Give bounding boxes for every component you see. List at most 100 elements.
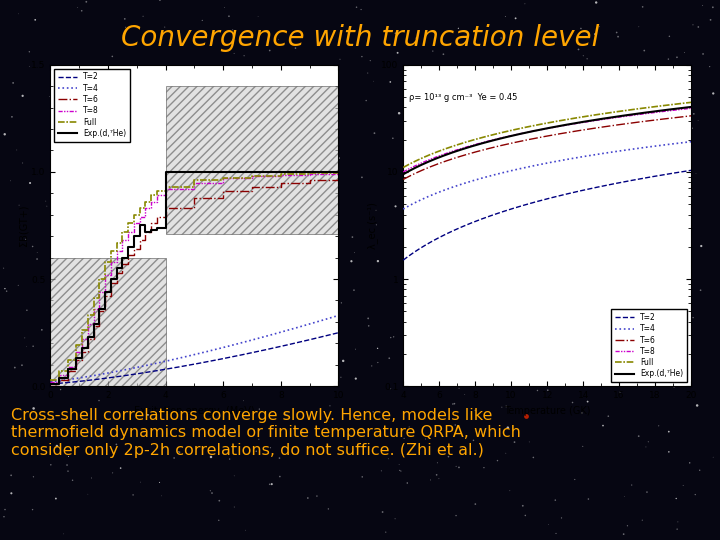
Point [32, 248, 43, 256]
Point [693, 23, 704, 31]
Point [559, 239, 571, 247]
Point [50, 144, 61, 152]
Point [279, 410, 290, 418]
Point [660, 269, 672, 278]
Point [12, 405, 23, 414]
Point [289, 44, 301, 52]
Point [637, 3, 649, 11]
Point [364, 56, 376, 65]
Point [523, 437, 535, 446]
Point [302, 215, 314, 224]
Point [125, 194, 137, 203]
Point [264, 480, 276, 489]
Point [246, 280, 257, 288]
Point [500, 12, 511, 21]
Point [670, 307, 682, 315]
Point [528, 453, 539, 462]
Point [708, 89, 719, 98]
Point [649, 335, 660, 344]
Point [228, 471, 240, 480]
Point [289, 167, 301, 176]
Point [223, 12, 235, 21]
Point [642, 437, 654, 446]
Point [452, 246, 464, 255]
Point [449, 400, 460, 408]
Point [459, 70, 470, 79]
Point [670, 494, 682, 503]
Point [72, 3, 84, 12]
Point [63, 452, 74, 461]
Point [591, 133, 603, 141]
Point [265, 443, 276, 452]
Legend: T=2, T=4, T=6, T=8, Full, Exp.(d,⁷He): T=2, T=4, T=6, T=8, Full, Exp.(d,⁷He) [54, 69, 130, 141]
Point [21, 342, 32, 351]
Point [382, 455, 394, 463]
Point [122, 332, 133, 341]
Point [468, 436, 480, 444]
Point [370, 206, 382, 214]
Point [663, 448, 675, 456]
Point [94, 396, 105, 405]
Point [445, 199, 456, 207]
Point [640, 190, 652, 198]
Point [40, 197, 52, 205]
Point [451, 328, 463, 337]
Point [662, 55, 674, 63]
Point [50, 494, 62, 503]
Point [58, 530, 69, 538]
Point [127, 490, 139, 499]
Point [165, 38, 176, 47]
X-axis label: Excitation energy  (MeV): Excitation energy (MeV) [134, 406, 255, 415]
Point [437, 343, 449, 352]
Point [7, 79, 19, 87]
Point [384, 354, 395, 362]
Point [443, 160, 454, 168]
Point [292, 219, 303, 228]
Point [507, 64, 518, 72]
Point [41, 202, 53, 211]
Point [157, 200, 168, 208]
Point [94, 109, 106, 118]
Point [204, 487, 216, 495]
Point [44, 92, 55, 101]
Point [218, 220, 230, 229]
Point [542, 386, 554, 395]
Bar [50, 258, 166, 386]
Point [696, 242, 707, 251]
Point [271, 246, 283, 254]
Point [163, 145, 175, 153]
Point [535, 159, 546, 168]
Point [504, 487, 516, 495]
Point [577, 442, 588, 451]
Point [372, 344, 383, 353]
Point [503, 251, 515, 259]
Point [449, 421, 461, 429]
Point [573, 333, 585, 341]
Point [6, 112, 18, 121]
Point [492, 456, 503, 465]
Point [82, 490, 94, 498]
Point [174, 141, 186, 150]
Point [110, 310, 122, 319]
Point [571, 117, 582, 125]
Point [624, 125, 636, 133]
Point [611, 28, 622, 37]
Point [48, 237, 59, 245]
Point [425, 476, 436, 484]
Point [174, 448, 185, 456]
Point [639, 330, 651, 339]
Point [403, 423, 415, 431]
X-axis label: Temperature (GK): Temperature (GK) [504, 406, 590, 415]
Point [159, 23, 171, 31]
Point [147, 226, 158, 235]
Point [266, 480, 277, 489]
Point [65, 332, 76, 341]
Point [469, 197, 480, 205]
Point [64, 100, 76, 109]
Point [363, 321, 374, 330]
Point [180, 194, 192, 202]
Point [672, 517, 683, 526]
Point [642, 204, 653, 212]
Point [427, 47, 438, 56]
Point [1, 287, 12, 295]
